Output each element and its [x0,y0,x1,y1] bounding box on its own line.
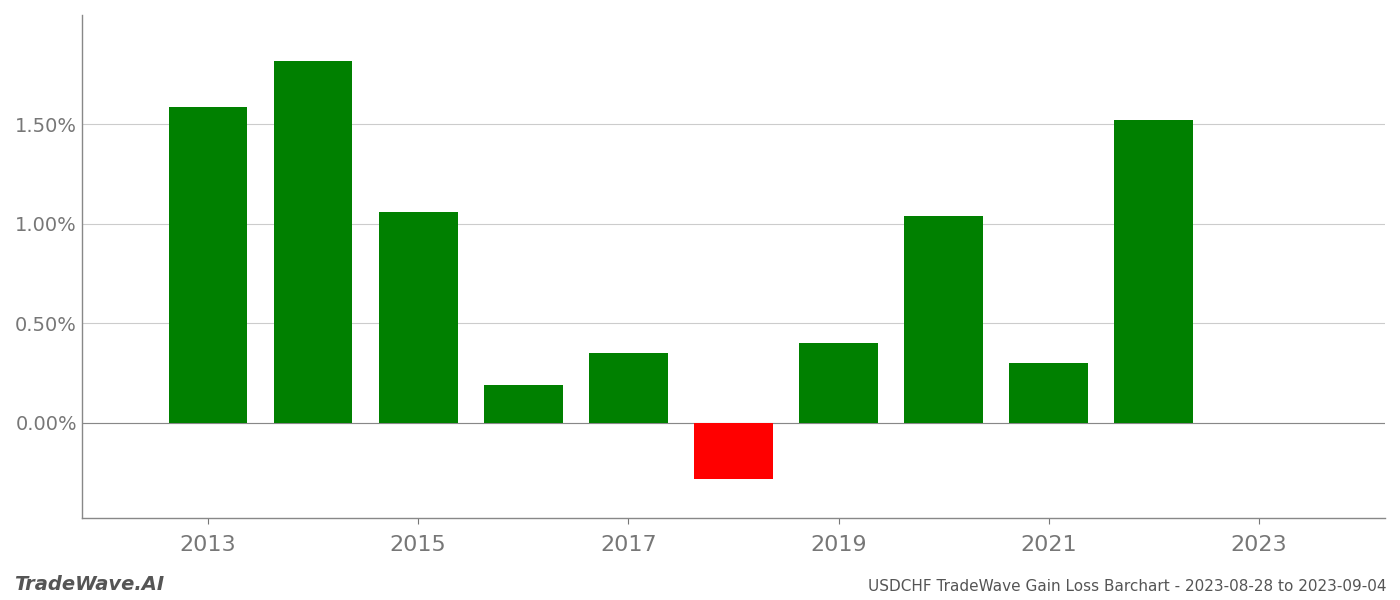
Bar [799,343,878,423]
Bar [1114,121,1193,423]
Bar [1009,363,1088,423]
Text: TradeWave.AI: TradeWave.AI [14,575,164,594]
Bar [694,423,773,479]
Bar [904,216,983,423]
Bar [484,385,563,423]
Bar [168,107,248,423]
Bar [589,353,668,423]
Text: USDCHF TradeWave Gain Loss Barchart - 2023-08-28 to 2023-09-04: USDCHF TradeWave Gain Loss Barchart - 20… [868,579,1386,594]
Bar [273,61,353,423]
Bar [379,212,458,423]
